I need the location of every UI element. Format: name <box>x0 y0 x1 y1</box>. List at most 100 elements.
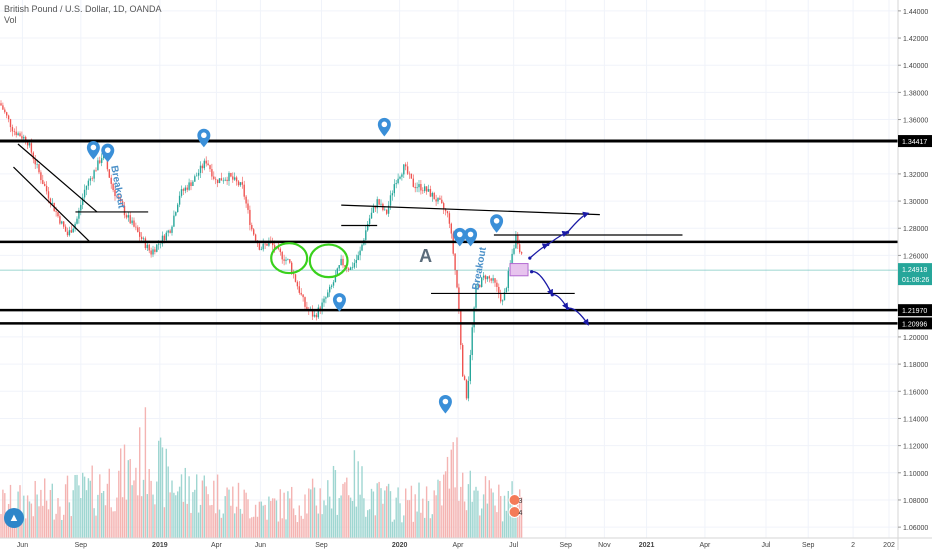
y-tick-label[interactable]: 1.30000 <box>903 199 928 206</box>
projection-arrow[interactable] <box>567 307 589 326</box>
map-pin-icon[interactable] <box>377 117 391 137</box>
projection-arrow[interactable] <box>531 270 553 296</box>
indicator-label[interactable]: Vol <box>4 15 17 25</box>
x-tick-label[interactable]: Sep <box>560 542 573 549</box>
candle-body <box>23 136 25 139</box>
current-price-label[interactable]: 1.24918 <box>902 267 927 274</box>
event-badge-count[interactable]: 4 <box>519 510 523 517</box>
y-tick-label[interactable]: 1.20000 <box>903 335 928 342</box>
map-pin-icon[interactable] <box>101 143 115 163</box>
candle-body <box>220 178 223 181</box>
x-tick-label[interactable]: 2021 <box>639 542 655 549</box>
trend-lines[interactable] <box>13 143 683 295</box>
map-pin-icon[interactable] <box>197 128 211 148</box>
volume-bar <box>475 486 477 538</box>
price-axis[interactable]: 1.44000 1.42000 1.40000 1.38000 1.36000 1.320… <box>897 0 932 550</box>
y-tick-label[interactable]: 1.08000 <box>903 498 928 505</box>
symbol-title[interactable]: British Pound / U.S. Dollar, 1D, OANDA <box>4 4 162 14</box>
volume-bar <box>285 519 287 538</box>
candle-body <box>205 160 207 164</box>
event-badge[interactable] <box>508 506 521 518</box>
event-badge[interactable] <box>508 494 521 506</box>
y-tick-label[interactable]: 1.42000 <box>903 36 928 43</box>
x-tick-label[interactable]: Nov <box>598 542 611 549</box>
candle-body <box>367 223 369 231</box>
tradingview-logo-icon[interactable]: ▲ <box>4 508 24 528</box>
time-axis[interactable]: Jun Sep 2019 Apr Jun Sep 2020 Apr Jul Sep Nov 2021 A… <box>0 537 932 549</box>
level-label[interactable]: 1.34417 <box>902 139 927 146</box>
y-tick-label[interactable]: 1.40000 <box>903 63 928 70</box>
x-tick-label[interactable]: Apr <box>211 542 223 549</box>
ellipse-annotations[interactable] <box>270 242 349 279</box>
volume-bar <box>249 518 251 538</box>
y-tick-label[interactable]: 1.14000 <box>903 416 928 423</box>
candle-body <box>133 220 135 227</box>
projection-arrow[interactable] <box>567 211 590 233</box>
bar-countdown[interactable]: 01:08:26 <box>902 277 929 284</box>
trend-line[interactable] <box>17 143 98 213</box>
trend-line[interactable] <box>341 204 600 216</box>
candle-body <box>74 223 76 229</box>
x-tick-label[interactable]: Jun <box>17 542 28 549</box>
projection-arrows[interactable] <box>509 211 590 326</box>
x-tick-label[interactable]: Apr <box>453 542 465 549</box>
candle-body <box>277 246 280 249</box>
x-tick-label[interactable]: Apr <box>699 542 711 549</box>
label-letter[interactable]: A <box>419 246 432 266</box>
y-tick-label[interactable]: 1.18000 <box>903 362 928 369</box>
markers[interactable] <box>86 117 504 414</box>
map-pin-icon[interactable] <box>332 293 346 312</box>
map-pin-icon[interactable] <box>453 227 467 247</box>
x-tick-label[interactable]: 2020 <box>392 542 408 549</box>
x-tick-label[interactable]: Sep <box>75 542 88 549</box>
ellipse-highlight[interactable] <box>308 243 349 279</box>
y-tick-label[interactable]: 1.16000 <box>903 389 928 396</box>
map-pin-icon[interactable] <box>464 227 478 247</box>
x-tick-label[interactable]: Jun <box>255 542 266 549</box>
x-tick-label[interactable]: 2 <box>851 542 855 549</box>
volume-bar <box>178 486 181 538</box>
chart-header: British Pound / U.S. Dollar, 1D, OANDA V… <box>4 4 162 26</box>
projection-box[interactable] <box>509 263 529 277</box>
event-badges[interactable]: 34 <box>508 494 523 518</box>
level-label[interactable]: 1.20996 <box>902 321 927 328</box>
y-tick-label[interactable]: 1.44000 <box>903 9 928 16</box>
volume-bar <box>348 495 350 538</box>
volume-bar <box>78 485 80 538</box>
event-badge-count[interactable]: 3 <box>519 498 523 505</box>
y-tick-label[interactable]: 1.26000 <box>903 253 928 260</box>
level-label[interactable]: 1.21970 <box>902 308 927 315</box>
volume-bar <box>300 515 302 538</box>
x-tick-label[interactable]: 2019 <box>152 542 168 549</box>
candle-body <box>61 221 63 224</box>
y-tick-label[interactable]: 1.38000 <box>903 90 928 97</box>
candle-body <box>289 259 291 263</box>
y-tick-label[interactable]: 1.36000 <box>903 118 928 125</box>
x-tick-label[interactable]: Jul <box>762 542 771 549</box>
y-tick-label[interactable]: 1.10000 <box>903 471 928 478</box>
x-tick-label[interactable]: Sep <box>315 542 328 549</box>
y-tick-label[interactable]: 1.12000 <box>903 444 928 451</box>
trend-line[interactable] <box>13 166 91 243</box>
x-tick-label[interactable]: Sep <box>802 542 815 549</box>
x-tick-label[interactable]: Jul <box>509 542 518 549</box>
candle-body <box>403 164 405 175</box>
x-tick-label[interactable]: 202 <box>883 542 895 549</box>
map-pin-icon[interactable] <box>438 395 452 414</box>
y-tick-label[interactable]: 1.06000 <box>903 525 928 532</box>
candle-body <box>374 206 376 209</box>
support-resistance-lines[interactable] <box>0 139 898 325</box>
y-tick-label[interactable]: 1.32000 <box>903 172 928 179</box>
candle-body <box>66 231 69 236</box>
map-pin-icon[interactable] <box>490 214 504 233</box>
candle-body <box>465 379 468 399</box>
breakout-label[interactable]: Breakout <box>471 246 489 291</box>
projection-arrow[interactable] <box>529 243 549 259</box>
map-pin-icon[interactable] <box>86 140 100 160</box>
candle-body <box>395 183 397 185</box>
ellipse-highlight[interactable] <box>270 242 309 275</box>
y-tick-label[interactable]: 1.28000 <box>903 226 928 233</box>
candle-body <box>460 310 462 345</box>
projection-arrow[interactable] <box>552 293 569 310</box>
